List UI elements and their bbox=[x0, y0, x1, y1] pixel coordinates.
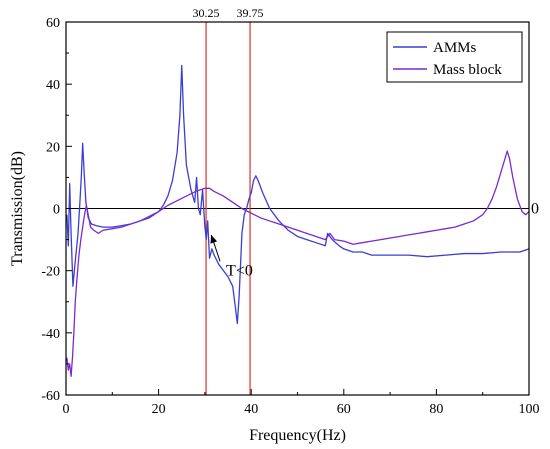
series-group bbox=[66, 64, 529, 377]
y-tick-label: -40 bbox=[41, 327, 60, 342]
plot-area bbox=[66, 22, 529, 395]
y-axis-label: Transmission(dB) bbox=[9, 151, 26, 266]
y-tick-label: 0 bbox=[53, 203, 60, 218]
y-tick-label: -20 bbox=[41, 265, 60, 280]
y-tick-label: 60 bbox=[46, 16, 60, 31]
legend: AMMs Mass block bbox=[386, 31, 523, 83]
x-tick-label: 40 bbox=[244, 402, 258, 417]
x-axis-label: Frequency(Hz) bbox=[249, 427, 346, 444]
legend-label-1: Mass block bbox=[433, 62, 502, 78]
x-tick-label: 80 bbox=[429, 402, 443, 417]
annotation-text: T<0 bbox=[226, 263, 253, 280]
labels: 30.25 39.75 0 0 20 40 60 80 100 -60 -40 -20 0 20 40 60 F… bbox=[9, 6, 540, 444]
x-tick-label: 20 bbox=[152, 402, 166, 417]
x-tick-label: 60 bbox=[337, 402, 351, 417]
zero-line-label: 0 bbox=[531, 201, 539, 218]
x-tick-label: 100 bbox=[519, 402, 540, 417]
series-line-amms bbox=[66, 64, 529, 325]
x-tick-label: 0 bbox=[63, 402, 70, 417]
legend-label-0: AMMs bbox=[433, 40, 477, 56]
reference-line-label-1: 39.75 bbox=[237, 6, 264, 20]
y-tick-label: -60 bbox=[41, 389, 60, 404]
y-tick-label: 20 bbox=[46, 140, 60, 155]
annotation-arrow-head bbox=[210, 234, 218, 244]
reference-line-label-0: 30.25 bbox=[193, 6, 220, 20]
axes bbox=[65, 21, 530, 396]
y-tick-label: 40 bbox=[46, 78, 60, 93]
series-line-mass-block bbox=[66, 150, 529, 377]
legend-box bbox=[386, 31, 523, 83]
